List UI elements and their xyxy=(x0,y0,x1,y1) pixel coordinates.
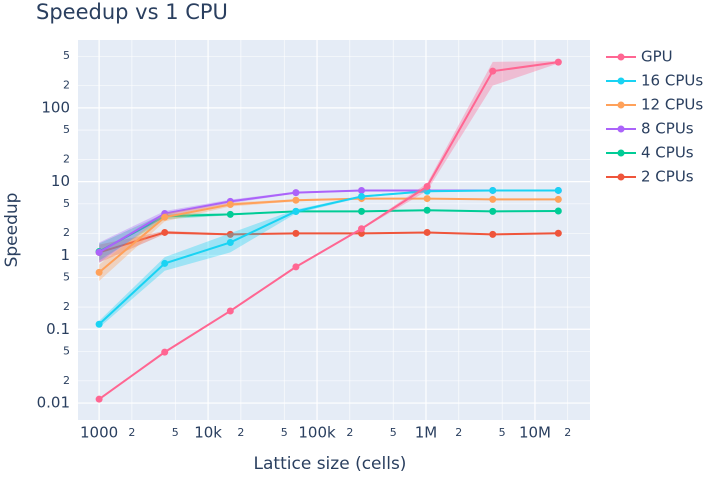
legend-label: 4 CPUs xyxy=(641,144,694,162)
x-tick-label: 2 xyxy=(346,426,353,439)
x-tick-label: 100k xyxy=(298,424,336,442)
x-tick-label: 1000 xyxy=(80,424,118,442)
data-point xyxy=(489,195,497,203)
legend-label: 8 CPUs xyxy=(641,120,694,138)
data-point xyxy=(226,230,234,238)
data-point xyxy=(554,186,562,194)
data-point xyxy=(292,196,300,204)
y-tick-label: 10 xyxy=(51,172,70,190)
data-point xyxy=(554,207,562,215)
data-point xyxy=(95,268,103,276)
data-point xyxy=(95,248,103,256)
legend-marker xyxy=(617,53,625,61)
legend-label: 16 CPUs xyxy=(641,72,703,90)
y-tick-label: 2 xyxy=(63,79,70,92)
x-tick-label: 5 xyxy=(390,426,397,439)
data-point xyxy=(423,228,431,236)
data-point xyxy=(489,230,497,238)
x-tick-label: 10M xyxy=(519,424,551,442)
data-point xyxy=(358,192,366,200)
data-point xyxy=(489,186,497,194)
data-point xyxy=(489,67,497,75)
legend-label: 12 CPUs xyxy=(641,96,703,114)
x-axis-title: Lattice size (cells) xyxy=(254,454,407,474)
y-tick-label: 5 xyxy=(63,344,70,357)
legend-marker xyxy=(617,173,625,181)
y-tick-label: 5 xyxy=(63,123,70,136)
legend-marker xyxy=(617,101,625,109)
x-tick-label: 5 xyxy=(281,426,288,439)
data-point xyxy=(161,213,169,221)
x-tick-label: 10k xyxy=(194,424,222,442)
data-point xyxy=(226,201,234,209)
data-point xyxy=(95,320,103,328)
x-tick-label: 2 xyxy=(128,426,135,439)
y-tick-label: 2 xyxy=(63,152,70,165)
data-point xyxy=(423,195,431,203)
x-tick-label: 2 xyxy=(455,426,462,439)
y-tick-label: 100 xyxy=(41,98,70,116)
legend-label: 2 CPUs xyxy=(641,168,694,186)
data-point xyxy=(358,207,366,215)
chart-title: Speedup vs 1 CPU xyxy=(36,0,228,24)
y-tick-label: 5 xyxy=(63,49,70,62)
data-point xyxy=(423,187,431,195)
y-axis-title: Speedup xyxy=(2,193,22,268)
data-point xyxy=(292,189,300,197)
legend-marker xyxy=(617,149,625,157)
y-tick-label: 5 xyxy=(63,197,70,210)
data-point xyxy=(161,228,169,236)
data-point xyxy=(423,206,431,214)
marks xyxy=(95,58,562,403)
y-tick-label: 0.1 xyxy=(46,320,70,338)
data-point xyxy=(226,238,234,246)
y-tick-label: 1 xyxy=(60,246,70,264)
x-tick-label: 5 xyxy=(499,426,506,439)
x-tick-label: 1M xyxy=(415,424,438,442)
series-line xyxy=(98,197,559,274)
legend-marker xyxy=(617,77,625,85)
y-tick-label: 5 xyxy=(63,271,70,284)
data-point xyxy=(489,207,497,215)
y-tick-label: 0.01 xyxy=(37,394,70,412)
x-tick-label: 2 xyxy=(237,426,244,439)
y-tick-label: 2 xyxy=(63,226,70,239)
x-tick-label: 2 xyxy=(564,426,571,439)
data-point xyxy=(95,395,103,403)
y-tick-label: 2 xyxy=(63,374,70,387)
data-point xyxy=(226,307,234,315)
data-point xyxy=(292,229,300,237)
series-line xyxy=(98,189,559,325)
series-line xyxy=(98,231,559,254)
data-point xyxy=(554,229,562,237)
legend-marker xyxy=(617,125,625,133)
series-line xyxy=(98,61,559,400)
data-point xyxy=(161,348,169,356)
data-point xyxy=(161,259,169,267)
data-point xyxy=(358,225,366,233)
x-tick-label: 5 xyxy=(172,426,179,439)
confidence-band xyxy=(99,189,559,328)
data-point xyxy=(554,195,562,203)
data-point xyxy=(358,186,366,194)
data-point xyxy=(423,182,431,190)
data-point xyxy=(554,58,562,66)
data-point xyxy=(292,207,300,215)
data-point xyxy=(226,210,234,218)
data-point xyxy=(292,263,300,271)
legend-label: GPU xyxy=(641,48,673,66)
y-tick-label: 2 xyxy=(63,300,70,313)
